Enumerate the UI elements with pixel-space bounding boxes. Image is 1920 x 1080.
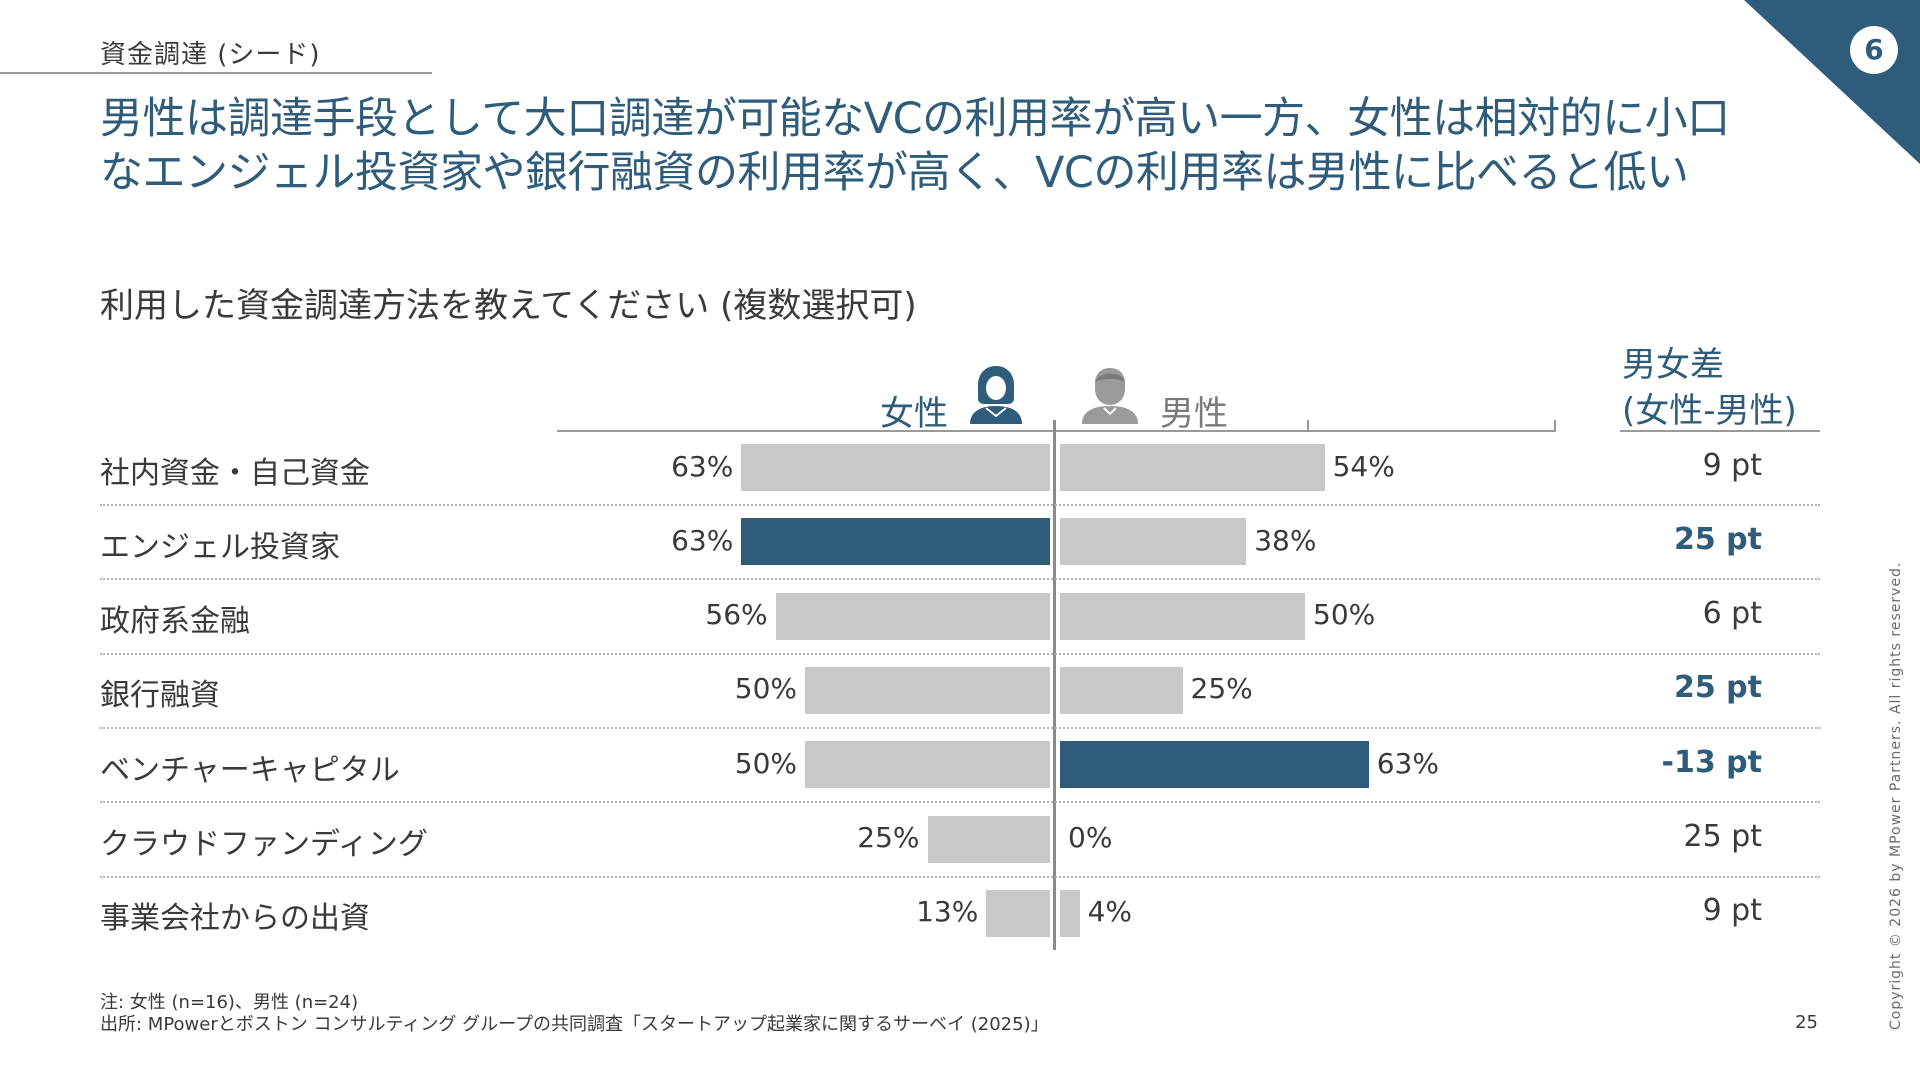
category-label: 社内資金・自己資金 bbox=[100, 455, 370, 491]
row-separator bbox=[100, 652, 1820, 655]
female-user-icon bbox=[970, 366, 1022, 424]
center-axis-line bbox=[1053, 420, 1056, 950]
difference-value: 9 pt bbox=[1702, 893, 1762, 929]
row-separator bbox=[100, 504, 1820, 506]
question-text: 利用した資金調達方法を教えてください (複数選択可) bbox=[100, 286, 917, 326]
male-bar bbox=[1060, 741, 1369, 789]
category-label: エンジェル投資家 bbox=[100, 529, 340, 565]
note-text: 注: 女性 (n=16)、男性 (n=24) bbox=[100, 992, 359, 1013]
diff-header-rule bbox=[1620, 430, 1820, 432]
female-value-label: 63% bbox=[671, 449, 734, 483]
row-separator bbox=[100, 726, 1820, 729]
female-bar bbox=[741, 444, 1050, 491]
headline-line-2: なエンジェル投資家や銀行融資の利用率が高く、VCの利用率は男性に比べると低い bbox=[100, 148, 1689, 198]
row-separator bbox=[100, 875, 1820, 878]
difference-value: 9 pt bbox=[1702, 447, 1762, 483]
headline: 男性は調達手段として大口調達が可能なVCの利用率が高い一方、女性は相対的に小口 … bbox=[100, 92, 1820, 200]
section-label: 資金調達 (シード) bbox=[100, 40, 321, 70]
female-value-label: 56% bbox=[705, 598, 768, 632]
female-header: 女性 bbox=[880, 394, 948, 434]
male-bar bbox=[1060, 592, 1305, 640]
male-header: 男性 bbox=[1160, 394, 1228, 434]
row-separator bbox=[100, 578, 1820, 581]
chart-top-axis bbox=[557, 430, 1556, 432]
male-bar bbox=[1060, 518, 1247, 566]
page-number: 25 bbox=[1795, 1012, 1818, 1033]
male-value-label: 63% bbox=[1376, 746, 1439, 780]
male-bar bbox=[1060, 889, 1080, 937]
female-value-label: 13% bbox=[916, 895, 979, 929]
difference-value: -13 pt bbox=[1661, 744, 1762, 780]
male-value-label: 50% bbox=[1313, 598, 1376, 632]
female-bar bbox=[775, 592, 1050, 640]
difference-value: 25 pt bbox=[1673, 521, 1762, 557]
male-value-label: 0% bbox=[1068, 821, 1113, 854]
female-value-label: 25% bbox=[857, 821, 920, 854]
category-label: 銀行融資 bbox=[100, 678, 220, 714]
headline-line-1: 男性は調達手段として大口調達が可能なVCの利用率が高い一方、女性は相対的に小口 bbox=[100, 94, 1730, 144]
male-user-icon bbox=[1082, 368, 1138, 424]
male-value-label: 25% bbox=[1190, 672, 1253, 706]
section-divider bbox=[0, 72, 432, 74]
female-bar bbox=[741, 518, 1050, 566]
row-separator bbox=[100, 801, 1820, 804]
category-label: ベンチャーキャピタル bbox=[100, 752, 400, 788]
category-label: 事業会社からの出資 bbox=[100, 901, 370, 937]
copyright-text: Copyright © 2026 by MPower Partners. All… bbox=[1888, 561, 1904, 1030]
male-value-label: 54% bbox=[1332, 449, 1395, 483]
category-label: 政府系金融 bbox=[100, 604, 250, 640]
female-value-label: 50% bbox=[734, 746, 797, 780]
male-value-label: 4% bbox=[1087, 895, 1133, 929]
female-bar bbox=[986, 889, 1050, 937]
category-label: クラウドファンディング bbox=[100, 827, 428, 862]
female-bar bbox=[927, 815, 1050, 863]
male-bar bbox=[1060, 666, 1183, 714]
female-bar bbox=[805, 666, 1050, 714]
diff-header-line-1: 男女差 bbox=[1622, 345, 1724, 385]
difference-value: 6 pt bbox=[1702, 596, 1762, 632]
difference-value: 25 pt bbox=[1683, 819, 1762, 854]
page-badge: 6 bbox=[1850, 26, 1898, 74]
diff-header: 男女差 (女性-男性) bbox=[1622, 342, 1797, 434]
difference-value: 25 pt bbox=[1673, 670, 1762, 706]
axis-tick bbox=[1554, 420, 1556, 432]
source-text: 出所: MPowerとボストン コンサルティング グループの共同調査「スタートア… bbox=[100, 1014, 1049, 1035]
female-bar bbox=[805, 741, 1050, 789]
diff-header-line-2: (女性-男性) bbox=[1622, 391, 1797, 431]
female-value-label: 50% bbox=[734, 672, 797, 706]
male-bar bbox=[1060, 444, 1325, 491]
axis-tick bbox=[1307, 420, 1309, 432]
female-value-label: 63% bbox=[671, 523, 734, 557]
male-value-label: 38% bbox=[1254, 523, 1317, 557]
